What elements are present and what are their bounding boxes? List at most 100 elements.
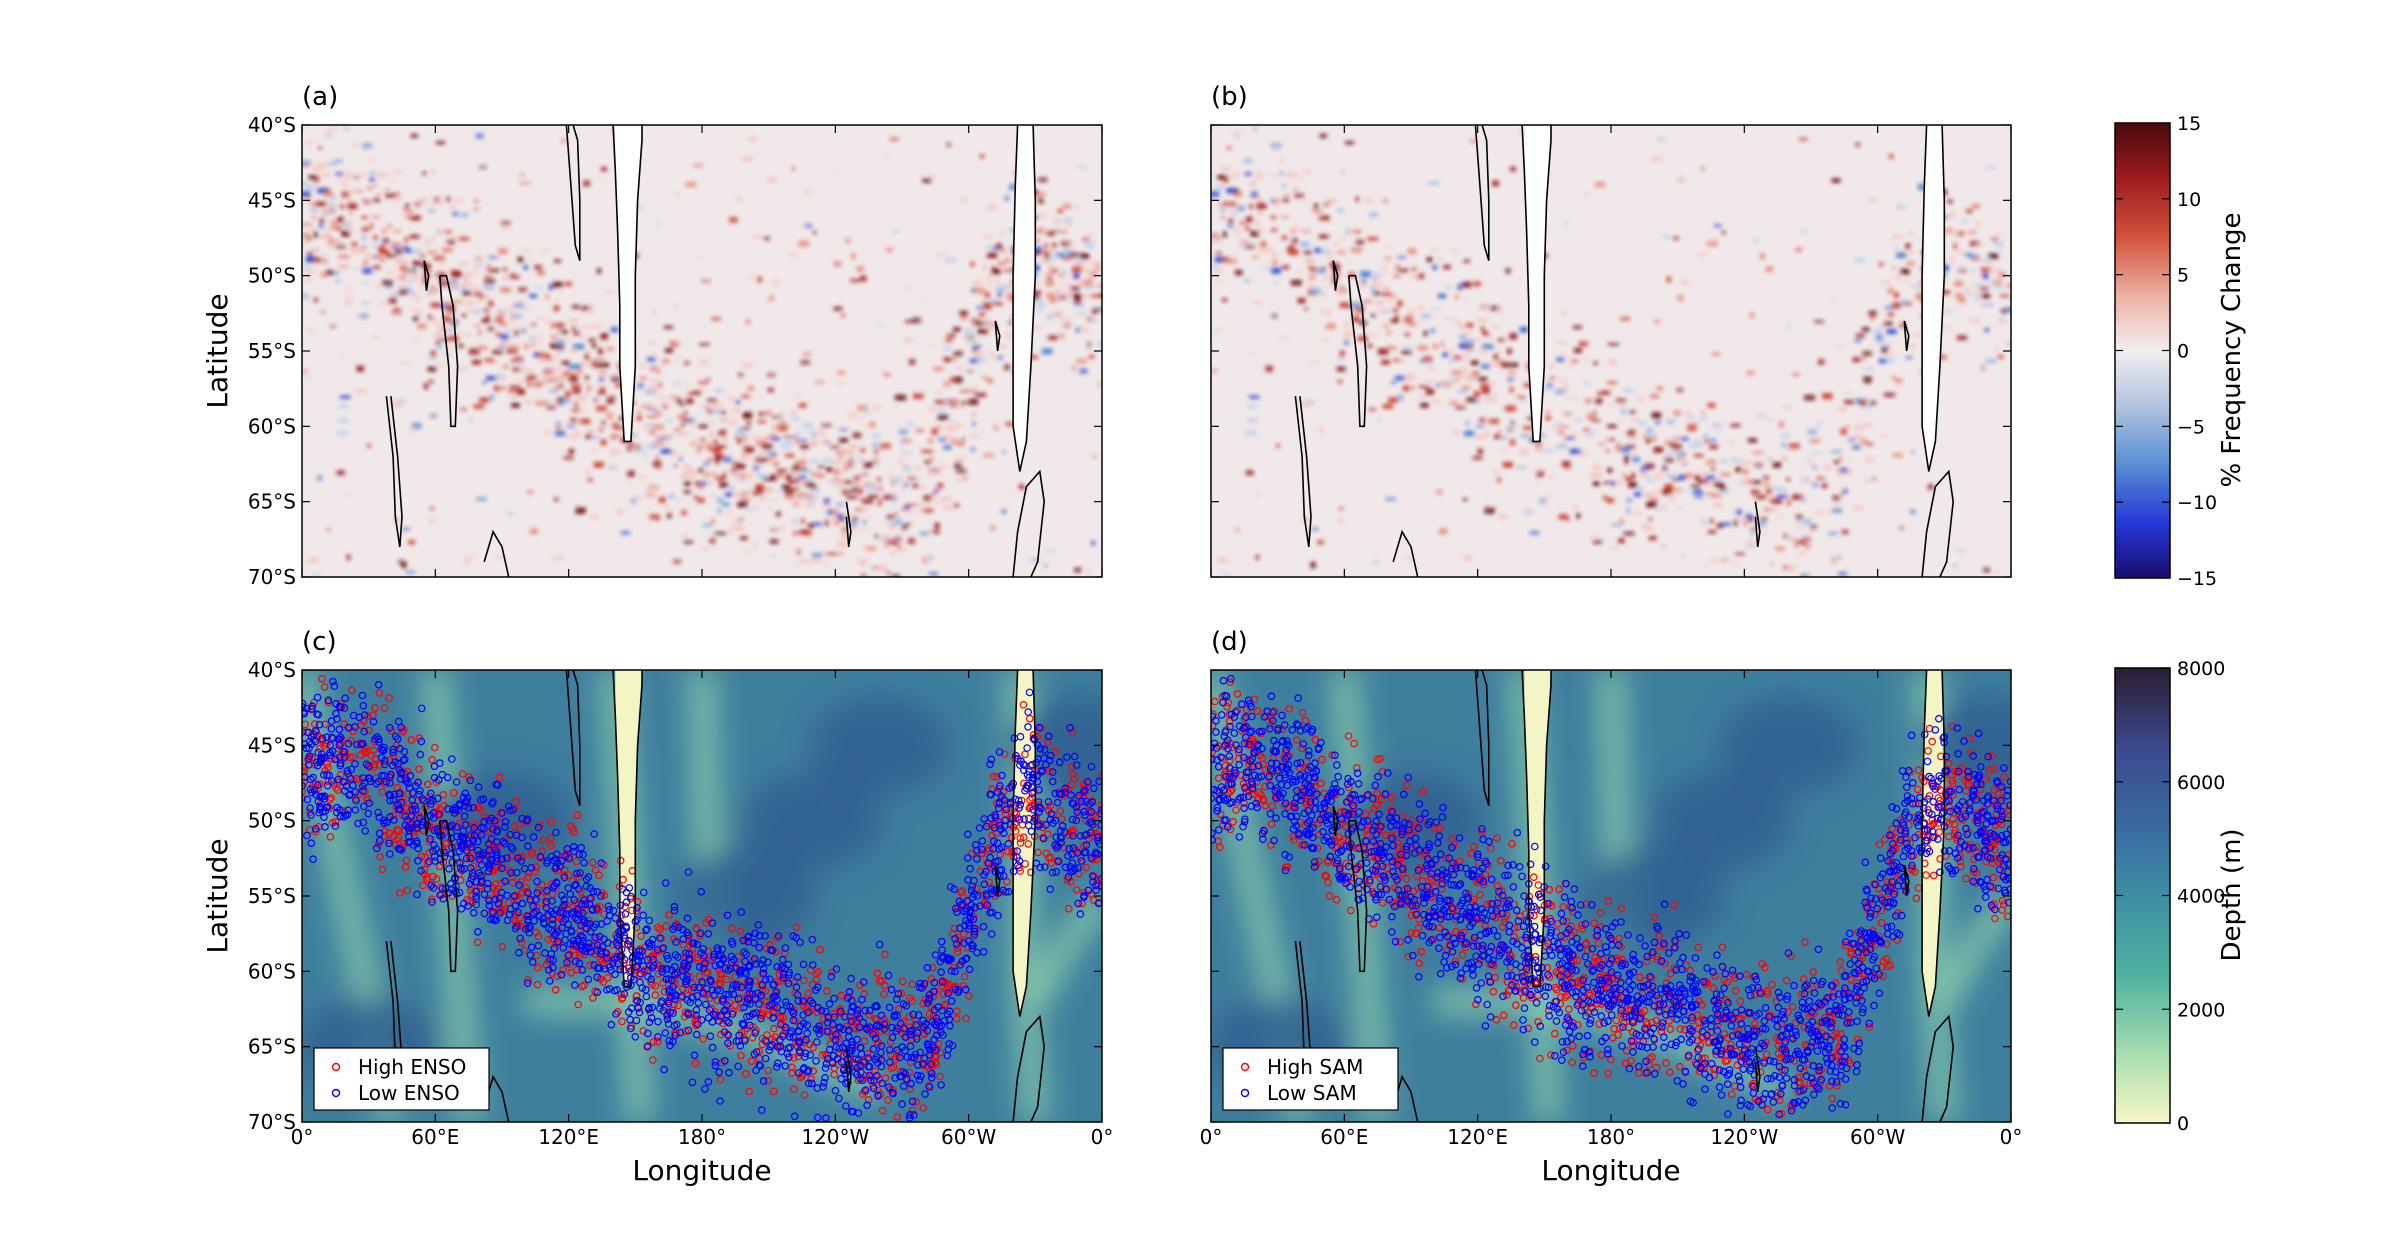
scatter-point (1457, 931, 1466, 940)
scatter-point (1270, 836, 1278, 845)
scatter-point (1448, 947, 1457, 956)
scatter-point (573, 811, 582, 820)
scatter-point (1781, 1066, 1789, 1075)
scatter-point (1928, 810, 1936, 819)
scatter-point (1458, 899, 1466, 908)
scatter-point (543, 886, 551, 895)
scatter-point (1590, 958, 1599, 966)
scatter-point (1607, 968, 1616, 976)
scatter-point (690, 983, 699, 992)
scatter-point (1852, 978, 1860, 987)
scatter-point (812, 1038, 821, 1046)
scatter-point (729, 990, 738, 999)
scatter-point (998, 771, 1006, 780)
scatter-point (1512, 906, 1521, 915)
scatter-point (1343, 780, 1352, 788)
scatter-point (980, 871, 988, 879)
scatter-point (1003, 847, 1012, 856)
scatter-point (937, 1081, 945, 1089)
scatter-point (1601, 943, 1610, 951)
scatter-point (898, 1100, 906, 1108)
scatter-point (963, 830, 972, 839)
scatter-point (1353, 764, 1361, 772)
scatter-point (1266, 809, 1275, 818)
scatter-point (1872, 964, 1881, 973)
scatter-point (751, 1029, 760, 1037)
scatter-point (380, 760, 389, 769)
scatter-point (1509, 1021, 1518, 1029)
scatter-point (764, 958, 772, 967)
scatter-point (907, 1079, 915, 1088)
scatter-point (927, 1060, 935, 1068)
scatter-point (598, 943, 607, 951)
scatter-point (423, 875, 431, 884)
scatter-point (351, 722, 359, 731)
scatter-point (908, 980, 917, 989)
scatter-point (456, 864, 465, 872)
scatter-point (333, 803, 341, 812)
scatter-point (654, 923, 662, 932)
panel-c: (c)40°S45°S50°S55°S60°S65°S70°S0° 60°E 120… (201, 627, 1113, 1187)
scatter-point (764, 1077, 773, 1085)
scatter-point (473, 837, 482, 846)
scatter-point (888, 1089, 897, 1097)
scatter-point (1508, 839, 1516, 848)
scatter-point (1211, 710, 1217, 718)
scatter-point (1809, 1079, 1818, 1087)
scatter-point (1890, 890, 1898, 899)
scatter-point (999, 872, 1008, 880)
scatter-point (1468, 870, 1477, 878)
scatter-point (1778, 1045, 1787, 1054)
scatter-point (389, 745, 397, 754)
scatter-point (1478, 828, 1486, 836)
scatter-point (995, 781, 1004, 790)
scatter-point (1761, 963, 1769, 972)
scatter-point (1023, 744, 1031, 752)
scatter-point (671, 1031, 680, 1040)
scatter-point (2004, 786, 2011, 795)
scatter-point (682, 980, 690, 988)
scatter-point (869, 1084, 878, 1093)
scatter-point (871, 1034, 880, 1043)
scatter-point (1282, 745, 1291, 754)
scatter-point (1007, 833, 1016, 842)
scatter-point (359, 786, 367, 795)
scatter-point (765, 1002, 774, 1010)
scatter-point (993, 788, 1002, 797)
scatter-point (518, 888, 527, 897)
scatter-point (1639, 1038, 1648, 1046)
scatter-point (1804, 1060, 1813, 1069)
scatter-point (1532, 998, 1541, 1007)
scatter-point (799, 997, 808, 1006)
scatter-point (660, 1065, 668, 1074)
scatter-point (385, 790, 393, 799)
scatter-point (612, 1010, 620, 1018)
scatter-point (1096, 809, 1102, 818)
scatter-point (1617, 1009, 1625, 1018)
scatter-point (823, 1055, 832, 1063)
scatter-point (1802, 1072, 1811, 1080)
scatter-point (1963, 830, 1972, 839)
scatter-point (903, 1053, 912, 1061)
scatter-point (525, 928, 534, 937)
scatter-point (1604, 1045, 1612, 1054)
scatter-point (888, 1023, 896, 1032)
scatter-point (1545, 1001, 1554, 1010)
scatter-point (1653, 956, 1662, 964)
scatter-point (722, 975, 731, 984)
scatter-point (665, 987, 673, 996)
scatter-point (430, 762, 439, 771)
scatter-point (1069, 770, 1077, 779)
scatter-point (532, 863, 541, 871)
scatter-point (1737, 1053, 1746, 1061)
scatter-point (1957, 862, 1965, 871)
scatter-point (549, 963, 557, 972)
scatter-point (781, 998, 790, 1006)
scatter-point (1273, 795, 1281, 803)
scatter-point (1248, 712, 1256, 721)
scatter-point (1946, 864, 1955, 873)
scatter-point (821, 1050, 830, 1059)
scatter-point (330, 682, 339, 690)
scatter-point (507, 868, 515, 877)
scatter-point (800, 1091, 809, 1099)
